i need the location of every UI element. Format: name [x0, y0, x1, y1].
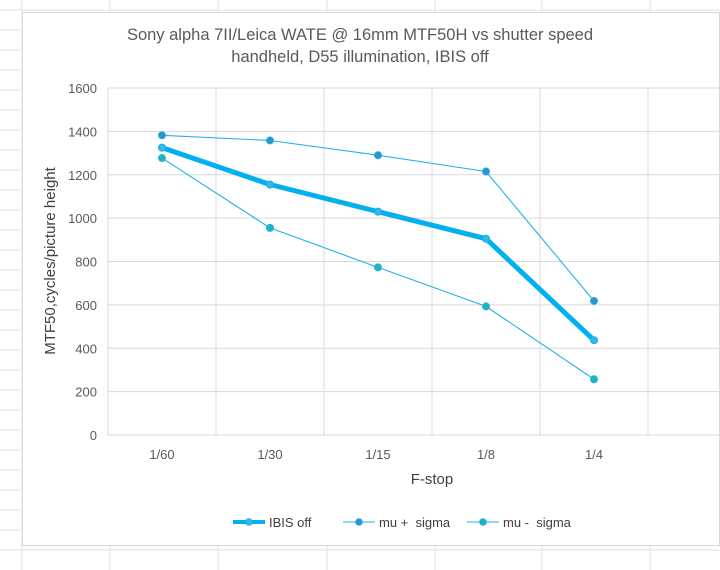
legend-label: IBIS off [269, 514, 312, 530]
data-point [590, 336, 599, 345]
data-point [265, 180, 274, 189]
series-1 [157, 143, 599, 345]
data-point [481, 167, 490, 176]
y-tick-label: 1000 [68, 211, 97, 226]
legend-item-3: mu - sigma [466, 512, 571, 532]
legend-item-2: mu + sigma [342, 512, 450, 532]
data-point [481, 234, 490, 243]
data-point [373, 151, 382, 160]
x-tick-label: 1/15 [365, 447, 390, 462]
series-line [159, 145, 597, 343]
legend-item-1: IBIS off [232, 512, 311, 532]
data-point [373, 263, 382, 272]
data-point [157, 131, 166, 140]
y-axis-ticks: 0 200 400 600 800 1000 1200 1400 1600 [68, 81, 97, 443]
chart-legend: IBIS off mu + sigma mu - sigma [0, 512, 720, 532]
y-tick-label: 0 [90, 428, 97, 443]
series-2 [157, 131, 599, 305]
data-point [373, 207, 382, 216]
y-axis-title: MTF50,cycles/picture height [42, 166, 59, 354]
chart-subtitle: handheld, D55 illumination, IBIS off [231, 48, 489, 66]
legend-label: mu + sigma [379, 514, 451, 530]
x-axis-ticks: 1/60 1/30 1/15 1/8 1/4 [149, 447, 603, 462]
y-tick-label: 400 [75, 341, 97, 356]
legend-marker-icon [343, 518, 375, 526]
legend-label: mu - sigma [503, 514, 571, 530]
data-point [157, 143, 166, 152]
series-3 [157, 154, 599, 384]
x-tick-label: 1/30 [257, 447, 282, 462]
legend-marker-icon [233, 518, 265, 526]
y-tick-label: 600 [75, 298, 97, 313]
data-point [265, 223, 274, 232]
y-tick-label: 1200 [68, 168, 97, 183]
data-point [590, 375, 599, 384]
y-tick-label: 200 [75, 385, 97, 400]
chart-area[interactable] [22, 12, 720, 546]
data-point [481, 302, 490, 311]
y-tick-label: 1400 [68, 124, 97, 139]
x-tick-label: 1/60 [149, 447, 174, 462]
x-axis-title: F-stop [411, 471, 454, 488]
data-point [590, 296, 599, 305]
data-point [157, 154, 166, 163]
chart-title: Sony alpha 7II/Leica WATE @ 16mm MTF50H … [126, 26, 594, 44]
plot-gridlines [107, 87, 720, 436]
x-tick-label: 1/4 [585, 447, 603, 462]
y-tick-label: 800 [75, 255, 97, 270]
chart-title-block: Sony alpha 7II/Leica WATE @ 16mm MTF50H … [0, 24, 720, 68]
series-layer [157, 131, 599, 384]
x-tick-label: 1/8 [477, 447, 495, 462]
legend-marker-icon [467, 518, 499, 526]
data-point [265, 136, 274, 145]
y-tick-label: 1600 [68, 81, 97, 96]
